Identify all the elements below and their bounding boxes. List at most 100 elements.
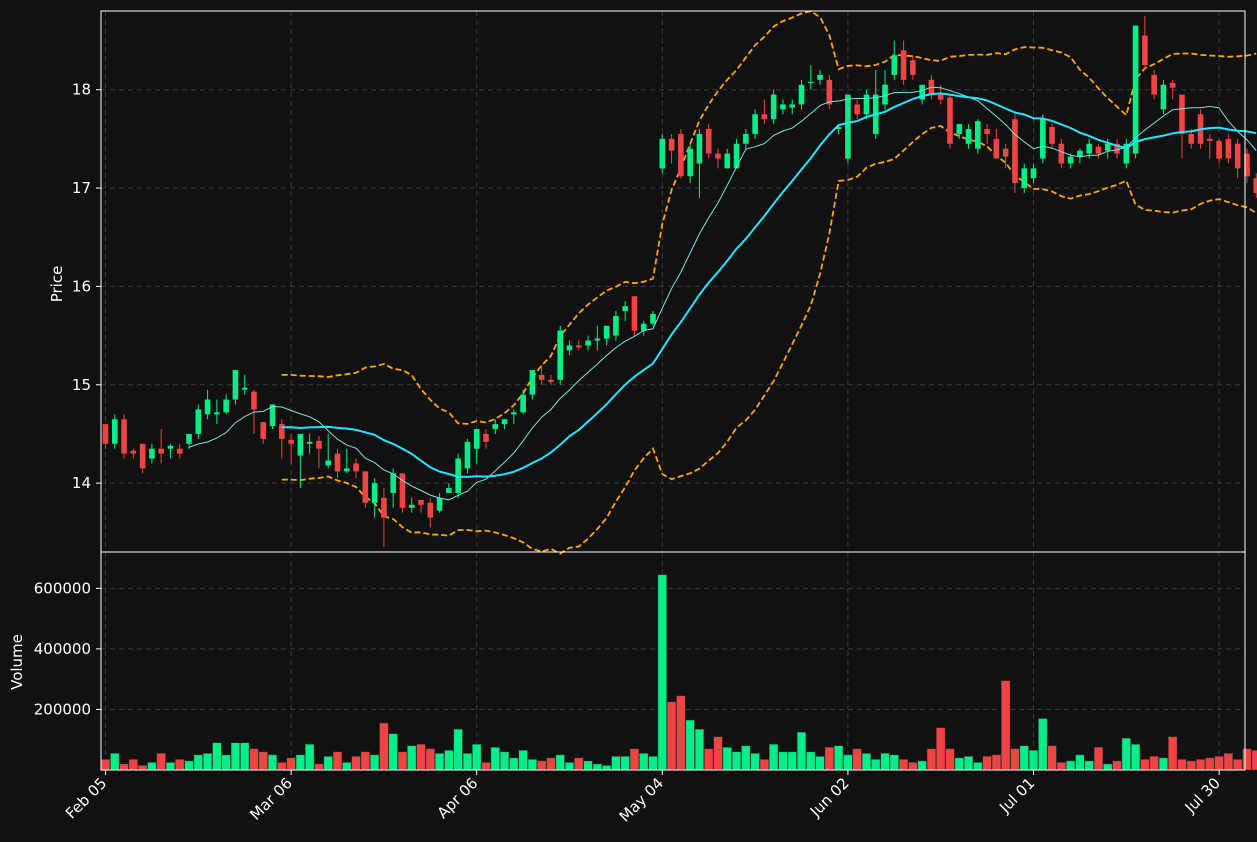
volume-bar xyxy=(917,760,927,771)
candle-body xyxy=(1207,138,1213,141)
bollinger-bands xyxy=(281,10,1257,555)
candle-body xyxy=(882,84,888,105)
volume-bar xyxy=(898,759,909,771)
volume-bar xyxy=(1186,760,1196,771)
candle-body xyxy=(1244,153,1250,177)
volume-bar xyxy=(1047,745,1057,771)
volume-bar xyxy=(1177,759,1187,771)
candle-body xyxy=(158,448,164,454)
candle-body xyxy=(121,419,127,454)
candle-body xyxy=(975,121,981,149)
candle-body xyxy=(167,445,174,449)
candle-body xyxy=(1086,143,1092,154)
volume-bar xyxy=(202,753,213,771)
volume-bar xyxy=(657,574,667,771)
volume-bar xyxy=(453,728,463,771)
volume-bar xyxy=(834,745,844,771)
candle-body xyxy=(297,433,304,456)
candle-body xyxy=(947,97,953,144)
volume-bar xyxy=(861,753,872,771)
candle-body xyxy=(1067,156,1074,164)
candle-body xyxy=(1216,140,1222,159)
volume-bar xyxy=(175,759,185,771)
candle-body xyxy=(520,394,526,413)
volume-bar xyxy=(156,753,166,771)
candle-body xyxy=(1123,143,1130,164)
candle-body xyxy=(678,133,684,177)
candle-body xyxy=(743,133,749,144)
candle-body xyxy=(557,330,564,380)
candle-body xyxy=(408,504,415,508)
volume-bar xyxy=(1251,750,1257,771)
volume-bar xyxy=(128,759,138,771)
volume-bar xyxy=(1195,759,1206,771)
volume-bar xyxy=(509,757,519,771)
volume-bar xyxy=(889,754,899,771)
candle-body xyxy=(214,412,220,415)
price-axis: 14 15 16 17 18 xyxy=(72,81,101,492)
candle-body xyxy=(288,439,294,444)
candle-body xyxy=(919,84,925,100)
candle-body xyxy=(251,391,257,410)
candle-body xyxy=(845,94,851,159)
volume-bar xyxy=(499,751,510,771)
candle-body xyxy=(473,429,480,449)
candle-body xyxy=(891,55,898,75)
volume-bars xyxy=(100,574,1257,771)
candle-body xyxy=(770,94,777,120)
candle-body xyxy=(1253,178,1257,193)
volume-bar xyxy=(462,753,473,771)
volume-bar xyxy=(110,753,120,771)
candle-body xyxy=(900,50,907,80)
candle-body xyxy=(622,306,628,312)
volume-axis: 200000 400000 600000 xyxy=(34,579,101,718)
volume-bar xyxy=(602,765,612,771)
volume-bar xyxy=(1001,680,1011,771)
candle-body xyxy=(1021,168,1028,189)
candle-body xyxy=(1012,119,1018,184)
price-tick-label: 15 xyxy=(72,376,91,394)
candle-body xyxy=(371,483,378,503)
candle-body xyxy=(668,138,675,151)
volume-bar xyxy=(1103,763,1113,771)
volume-bar xyxy=(481,762,491,771)
volume-bar xyxy=(527,759,537,771)
volume-bar xyxy=(305,744,315,771)
volume-bar xyxy=(954,757,964,771)
volume-bar xyxy=(880,753,890,771)
volume-bar xyxy=(648,756,658,771)
volume-bar xyxy=(973,762,983,771)
candle-body xyxy=(241,387,248,390)
volume-bar xyxy=(332,751,343,771)
candle-body xyxy=(863,94,870,115)
fast-ma-line xyxy=(188,86,1257,501)
volume-bar xyxy=(583,760,593,771)
volume-bar xyxy=(416,744,426,771)
candle-body xyxy=(1169,82,1176,88)
volume-bar xyxy=(824,747,834,771)
candle-body xyxy=(733,143,740,169)
volume-bar xyxy=(212,742,222,771)
candle-body xyxy=(260,422,267,439)
candle-body xyxy=(1104,143,1111,151)
candle-body xyxy=(1151,74,1157,95)
candle-body xyxy=(835,127,842,130)
volume-bar xyxy=(230,742,241,771)
candle-body xyxy=(724,153,731,169)
volume-bar xyxy=(666,701,677,771)
volume-bar xyxy=(425,748,435,771)
candle-body xyxy=(427,502,434,518)
volume-bar xyxy=(1056,762,1066,771)
volume-bar xyxy=(750,753,760,771)
slow-ma-line xyxy=(281,92,1257,478)
volume-bar xyxy=(629,748,640,771)
volume-bar xyxy=(434,753,445,771)
candle-body xyxy=(390,473,396,493)
candle-body xyxy=(854,104,860,115)
candle-body xyxy=(984,129,990,134)
candle-body xyxy=(585,340,591,346)
candle-body xyxy=(761,114,768,120)
volume-bar xyxy=(555,754,565,771)
lower-band-line xyxy=(281,125,1257,555)
volume-bar xyxy=(1149,756,1159,771)
